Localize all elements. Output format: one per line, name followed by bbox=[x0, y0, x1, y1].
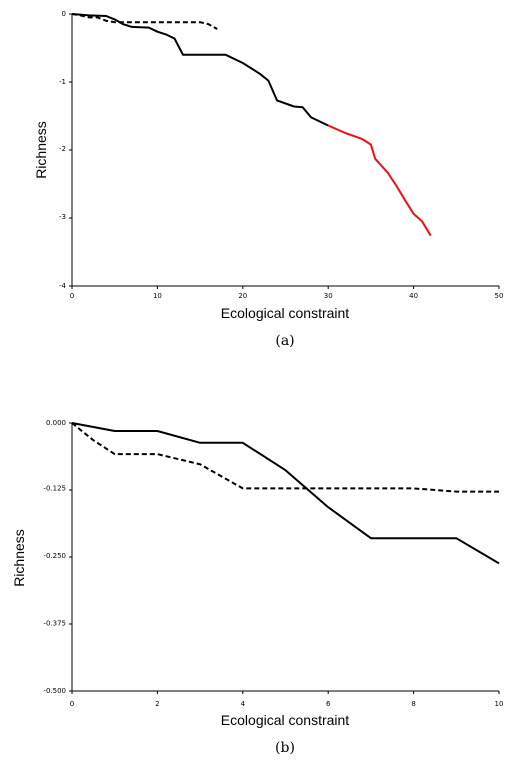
chart-b-xtick-label: 10 bbox=[495, 700, 504, 708]
chart-b-xtick-label: 0 bbox=[70, 700, 74, 708]
chart-a-ytick-label: -1 bbox=[59, 78, 66, 86]
chart-b-ylabel: Richness bbox=[11, 529, 27, 587]
chart-a-caption: (a) bbox=[275, 333, 294, 349]
chart-b-ytick-label: 0.000 bbox=[46, 419, 66, 427]
chart-b-caption: (b) bbox=[275, 740, 295, 756]
chart-a-ytick-label: -4 bbox=[59, 282, 67, 290]
chart-a-series-line-1 bbox=[327, 124, 432, 237]
chart-b-series-line-1 bbox=[71, 422, 499, 493]
chart-a-xtick-label: 50 bbox=[495, 292, 504, 300]
chart-a-xtick-label: 10 bbox=[153, 292, 162, 300]
chart-b-ytick-label: -0.250 bbox=[43, 552, 66, 560]
chart-b-xtick-label: 2 bbox=[155, 700, 159, 708]
chart-a-xtick-label: 40 bbox=[409, 292, 418, 300]
chart-a-xtick-label: 30 bbox=[324, 292, 333, 300]
chart-a-series-line-2 bbox=[71, 13, 218, 30]
chart-b: 0.000 -0.125 -0.250 -0.375 -0.500 0 2 4 … bbox=[11, 419, 503, 756]
chart-b-ytick-labels: 0.000 -0.125 -0.250 -0.375 -0.500 bbox=[43, 419, 66, 695]
chart-a: 0 -1 -2 -3 -4 0 10 20 30 40 50 Richness … bbox=[33, 10, 503, 349]
chart-a-ylabel: Richness bbox=[33, 121, 49, 179]
chart-a-xlabel: Ecological constraint bbox=[221, 305, 350, 321]
chart-b-xlabel: Ecological constraint bbox=[221, 712, 350, 728]
chart-a-xtick-label: 20 bbox=[238, 292, 247, 300]
chart-a-ytick-label: -3 bbox=[59, 213, 66, 221]
chart-b-ytick-label: -0.375 bbox=[43, 620, 66, 628]
chart-b-series-line-0 bbox=[71, 422, 500, 565]
chart-a-xtick-label: 0 bbox=[70, 292, 74, 300]
chart-a-ytick-label: -2 bbox=[59, 145, 66, 153]
chart-a-series-line-0 bbox=[71, 13, 329, 127]
chart-b-xtick-label: 6 bbox=[326, 700, 331, 708]
chart-a-ytick-labels: 0 -1 -2 -3 -4 bbox=[59, 10, 67, 290]
chart-b-ytick-label: -0.500 bbox=[43, 687, 66, 695]
chart-b-ytick-label: -0.125 bbox=[43, 485, 66, 493]
chart-b-xtick-labels: 0 2 4 6 8 10 bbox=[70, 700, 504, 708]
chart-a-xtick-labels: 0 10 20 30 40 50 bbox=[70, 292, 504, 300]
chart-b-xtick-label: 8 bbox=[411, 700, 415, 708]
chart-b-xtick-label: 4 bbox=[241, 700, 246, 708]
chart-a-ytick-label: 0 bbox=[62, 10, 66, 18]
